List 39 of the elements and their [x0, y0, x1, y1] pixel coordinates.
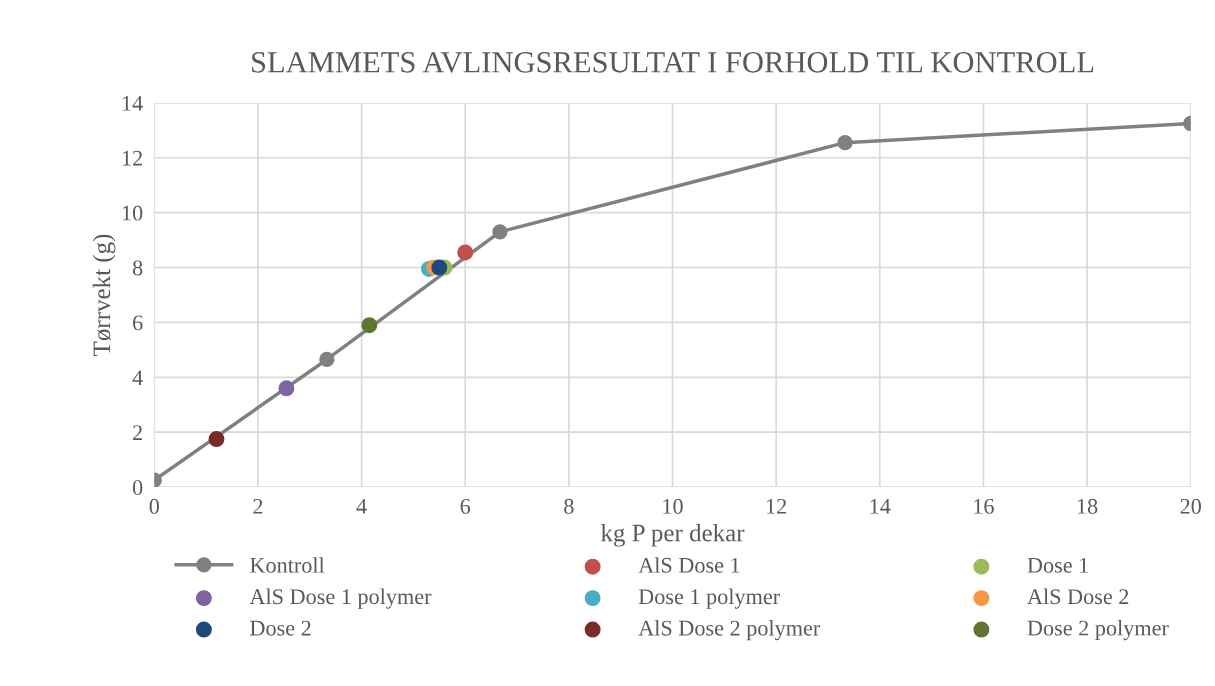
point	[361, 317, 378, 334]
x-tick-label: 8	[564, 498, 574, 514]
legend-label: AlS Dose 1 polymer	[249, 588, 432, 609]
chart-title: SLAMMETS AVLINGSRESULTAT I FORHOLD TIL KONTROLL	[252, 52, 1094, 73]
y-tick-label: 0	[132, 479, 143, 495]
y-tick-label: 6	[133, 315, 143, 331]
y-tick-label: 14	[122, 95, 143, 111]
legend-label: Dose 1 polymer	[638, 588, 780, 609]
x-tick-label: 14	[870, 498, 891, 514]
x-tick-label: 20	[1180, 498, 1201, 514]
x-tick-label: 12	[766, 498, 787, 514]
legend-label: Dose 2 polymer	[1027, 619, 1169, 641]
y-tick-label: 2	[133, 425, 142, 440]
point	[208, 431, 225, 448]
x-tick-label: 4	[356, 498, 367, 514]
x-tick-label: 0	[149, 498, 160, 514]
point	[492, 224, 508, 240]
y-tick-label: 10	[122, 205, 143, 221]
legend-label: AlS Dose 1	[638, 557, 740, 573]
legend-label: AlS Dose 2 polymer	[638, 620, 821, 641]
point	[837, 135, 853, 151]
legend-label: Dose 2	[250, 620, 311, 636]
point	[319, 351, 335, 368]
x-tick-label: 10	[663, 498, 683, 514]
x-axis-title: kg P per dekar	[600, 523, 745, 547]
y-tick-label: 12	[122, 150, 142, 166]
point	[278, 380, 295, 397]
legend-label: Kontroll	[250, 557, 325, 573]
x-tick-label: 6	[460, 498, 471, 514]
x-tick-label: 18	[1077, 498, 1098, 514]
x-tick-label: 2	[253, 498, 263, 514]
y-tick-label: 8	[132, 260, 143, 276]
legend-label: AlS Dose 2	[1027, 588, 1129, 605]
point	[457, 244, 474, 261]
legend-label: Dose 1	[1027, 557, 1088, 573]
y-tick-label: 4	[132, 370, 143, 386]
point	[431, 259, 448, 276]
x-tick-label: 16	[974, 498, 994, 514]
y-axis-title: Tørrvekt (g)	[92, 234, 116, 356]
